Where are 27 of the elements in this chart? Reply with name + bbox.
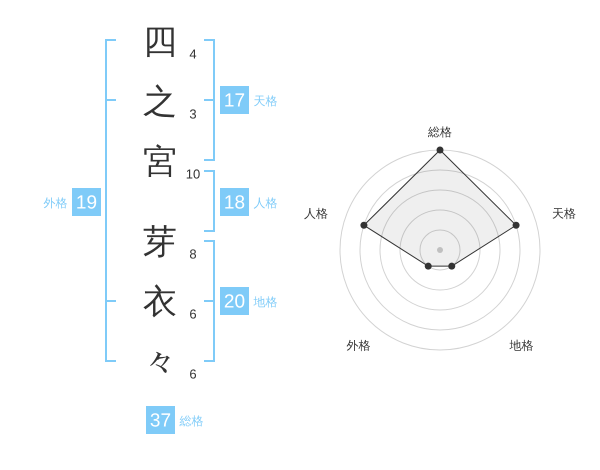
badge-number: 19	[76, 192, 98, 214]
name-character: 芽	[143, 223, 177, 261]
stroke-count: 8	[189, 246, 197, 262]
name-character: 宮	[143, 143, 177, 181]
stroke-count: 4	[189, 46, 197, 62]
stroke-count: 6	[189, 366, 197, 382]
stroke-count: 10	[186, 166, 200, 182]
badge-label: 地格	[254, 295, 278, 309]
badge-label: 総格	[180, 414, 204, 428]
badge-number: 18	[224, 192, 246, 214]
spoke-label: 天格	[552, 206, 576, 221]
stroke-count: 6	[189, 306, 197, 322]
badge-label: 人格	[254, 196, 278, 210]
badge-label: 天格	[254, 94, 278, 108]
stroke-count: 3	[189, 106, 197, 122]
spoke-label: 総格	[428, 125, 452, 139]
spoke-label: 地格	[509, 338, 534, 352]
badge-number: 17	[224, 90, 246, 112]
name-character: 衣	[143, 283, 177, 321]
spoke-label: 人格	[304, 206, 328, 221]
name-character: 四	[143, 23, 177, 61]
badge-number: 37	[150, 410, 172, 432]
badge-number: 20	[224, 292, 246, 312]
name-character: 之	[143, 83, 177, 121]
badge-label: 外格	[44, 196, 68, 210]
spoke-label: 外格	[346, 338, 371, 352]
name-character: 々	[143, 343, 177, 381]
